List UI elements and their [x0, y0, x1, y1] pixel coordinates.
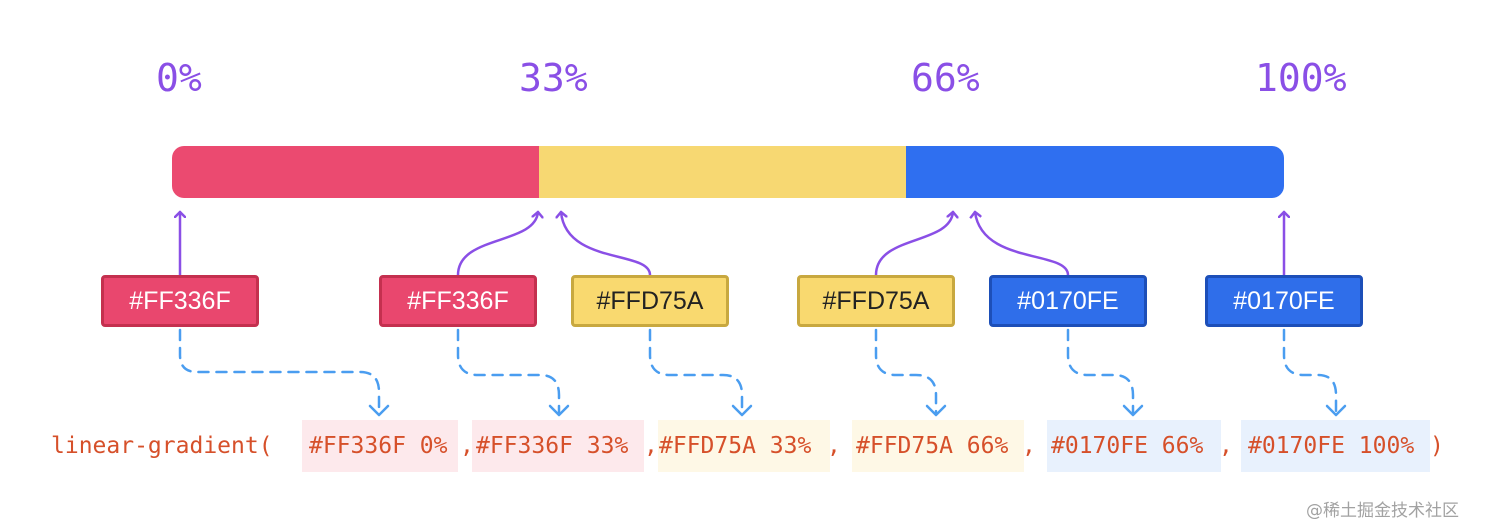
watermark: @稀土掘金技术社区 — [1306, 501, 1459, 521]
code-stop-1: #FF336F 0% — [309, 433, 448, 459]
code-suffix: ) — [1430, 433, 1444, 459]
code-stop-4: #FFD75A 66% — [856, 433, 1009, 459]
dashed-connector-2 — [456, 328, 561, 414]
code-stop-3: #FFD75A 33% — [659, 433, 812, 459]
dashed-connector-head-5 — [1122, 404, 1144, 417]
code-chip-2 — [472, 420, 644, 472]
arrow-66-left — [874, 210, 953, 277]
color-box-0170fe-100: #0170FE — [1205, 275, 1363, 327]
dashed-connector-head-4 — [925, 404, 947, 417]
color-box-ff336f-33: #FF336F — [379, 275, 537, 327]
code-chip-4 — [852, 420, 1024, 472]
color-box-ffd75a-66: #FFD75A — [797, 275, 955, 327]
dashed-connector-head-1 — [368, 404, 390, 417]
code-prefix: linear-gradient( — [51, 433, 273, 459]
dashed-connector-5 — [1066, 328, 1135, 414]
gradient-segment-yellow — [538, 146, 906, 198]
gradient-segment-blue — [905, 146, 1284, 198]
code-separator-3: , — [827, 433, 841, 459]
percent-label-0: 0% — [156, 56, 202, 100]
code-separator-4: , — [1022, 433, 1036, 459]
dashed-connector-1 — [178, 328, 381, 414]
arrow-33-right — [561, 210, 652, 277]
dashed-connector-head-6 — [1325, 404, 1347, 417]
code-separator-5: , — [1219, 433, 1233, 459]
dashed-connector-4 — [874, 328, 938, 414]
arrow-66-right — [975, 210, 1070, 277]
dashed-connector-3 — [648, 328, 744, 414]
color-box-ffd75a-33: #FFD75A — [571, 275, 729, 327]
code-stop-6: #0170FE 100% — [1248, 433, 1415, 459]
dashed-connector-head-2 — [548, 404, 570, 417]
dashed-connector-head-3 — [731, 404, 753, 417]
code-separator-1: , — [460, 433, 474, 459]
dashed-connector-6 — [1282, 328, 1338, 414]
code-chip-1 — [302, 420, 458, 472]
code-chip-3 — [658, 420, 830, 472]
arrow-33-left — [456, 210, 538, 277]
code-chip-5 — [1047, 420, 1221, 472]
percent-label-66: 66% — [911, 56, 980, 100]
code-separator-2: , — [644, 433, 658, 459]
percent-label-33: 33% — [519, 56, 588, 100]
color-box-0170fe-66: #0170FE — [989, 275, 1147, 327]
color-box-ff336f-0: #FF336F — [101, 275, 259, 327]
percent-label-100: 100% — [1255, 56, 1347, 100]
gradient-segment-red — [172, 146, 539, 198]
code-stop-2: #FF336F 33% — [476, 433, 629, 459]
code-chip-6 — [1241, 420, 1430, 472]
gradient-bar — [172, 146, 1284, 198]
code-stop-5: #0170FE 66% — [1051, 433, 1204, 459]
